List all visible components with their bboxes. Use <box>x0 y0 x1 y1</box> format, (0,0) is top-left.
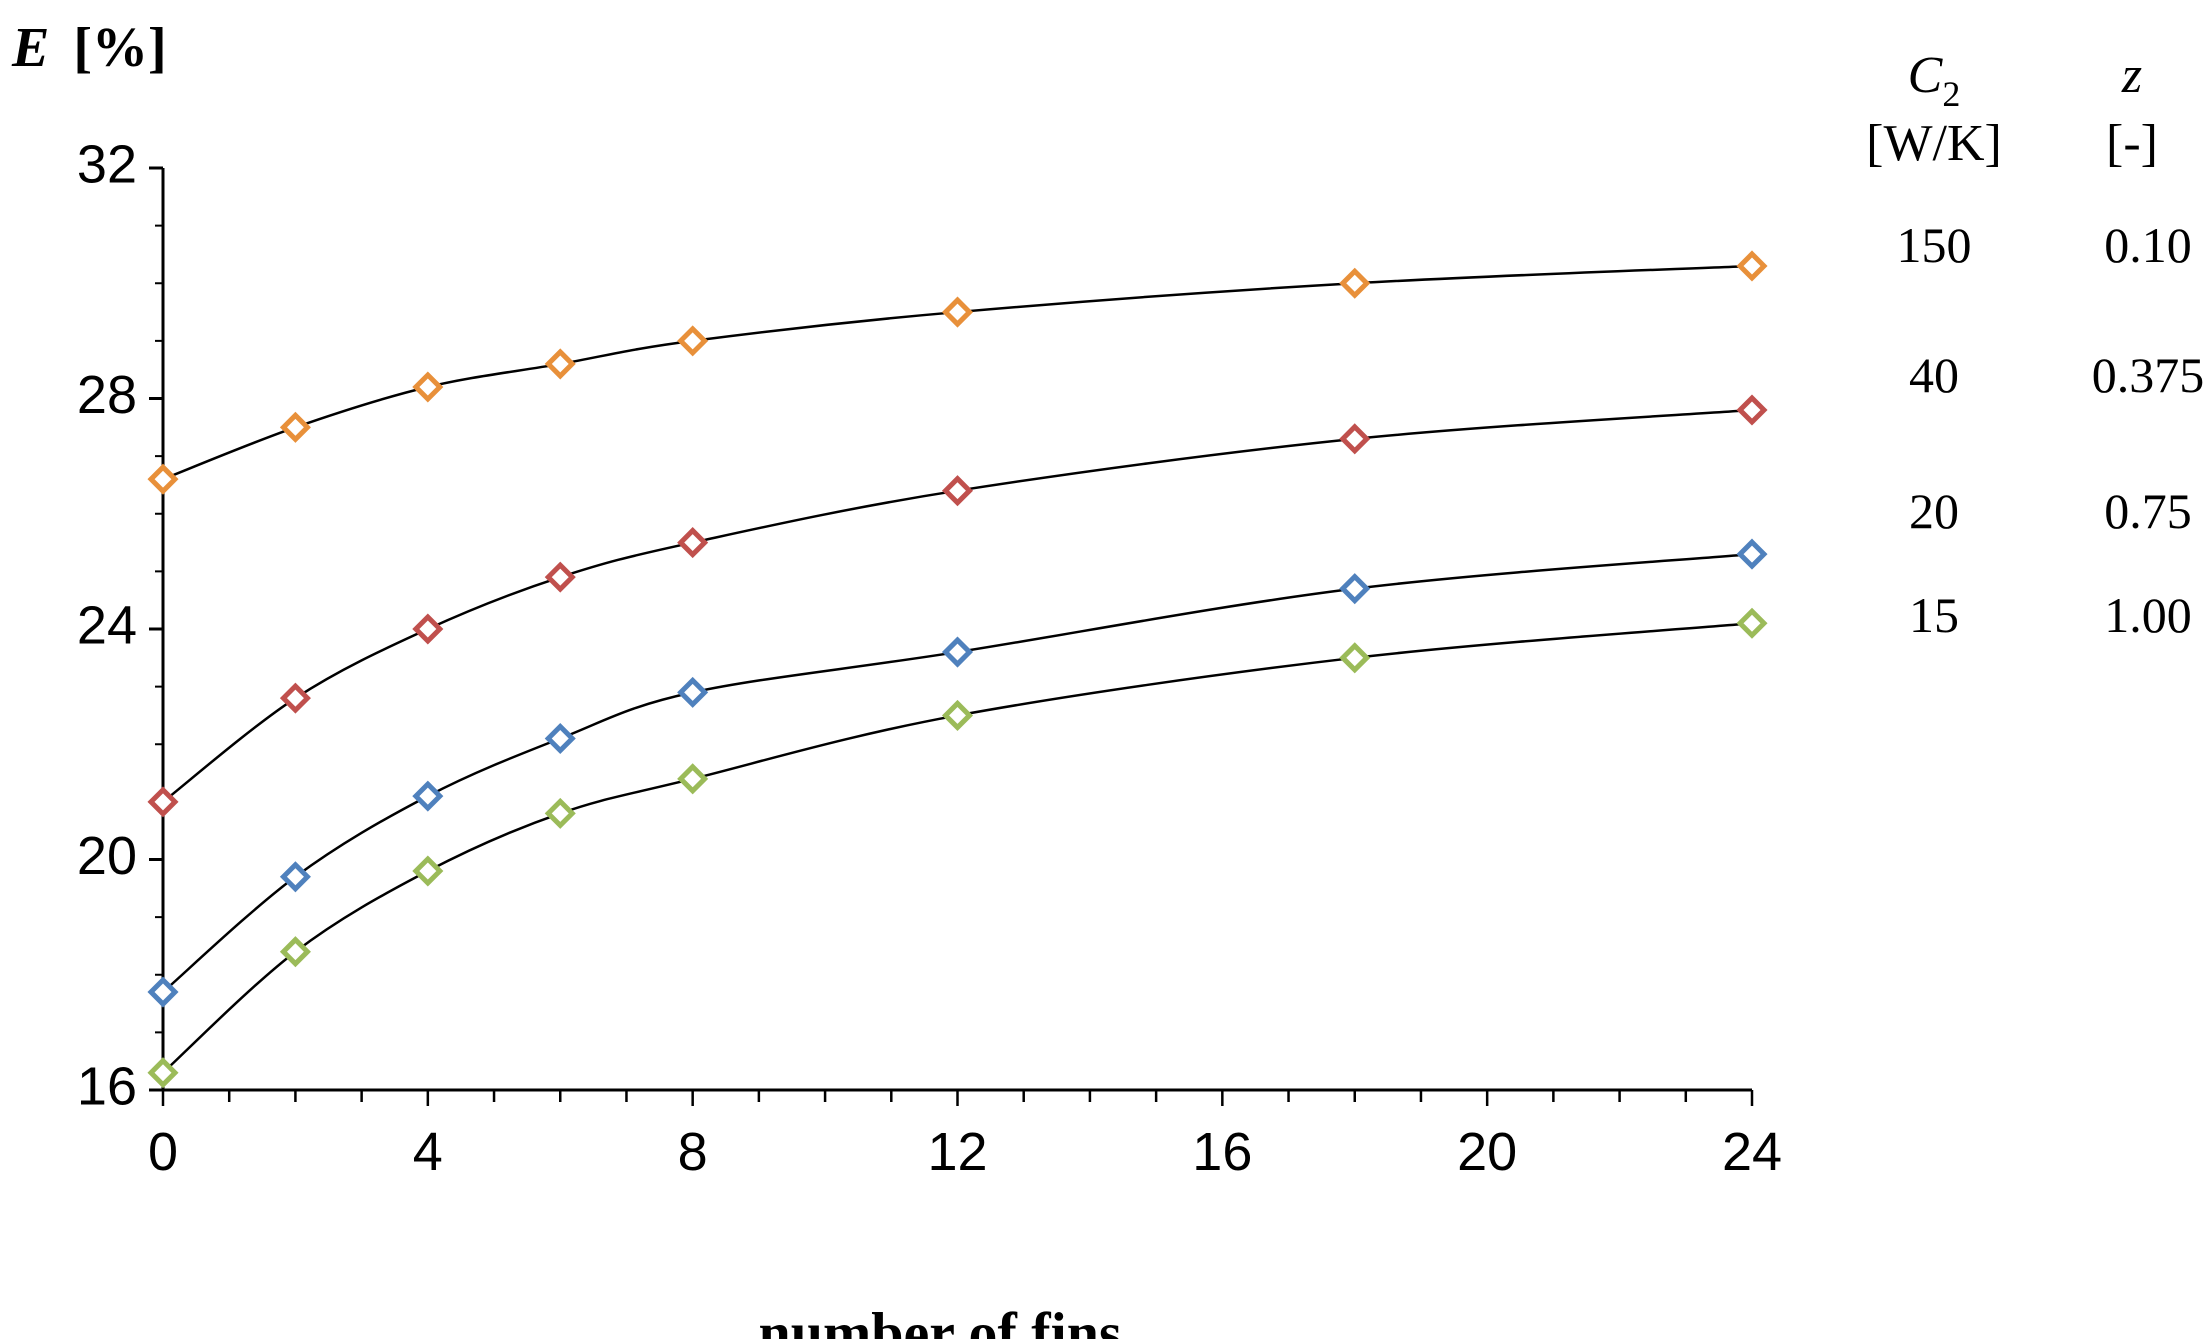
data-point-marker <box>1339 573 1371 605</box>
x-tick-label: 12 <box>927 1122 987 1182</box>
x-tick-label: 0 <box>148 1122 178 1182</box>
data-point-marker <box>1339 642 1371 674</box>
legend-col2-unit: [-] <box>2106 115 2158 172</box>
legend: C2 [W/K] z [-] 150 0.10 40 0.375 20 0.75 15 1.0… <box>1866 47 2204 643</box>
data-point-marker <box>412 855 444 887</box>
data-point-marker <box>279 411 311 443</box>
legend-rows: 150 0.10 40 0.375 20 0.75 15 1.00 <box>1897 217 2205 643</box>
data-point-marker <box>544 722 576 755</box>
data-point-marker <box>677 325 709 357</box>
data-point-marker <box>941 636 974 668</box>
data-point-marker <box>147 463 179 495</box>
data-point-marker <box>544 561 576 593</box>
data-point-marker <box>147 786 179 818</box>
y-tick-label: 32 <box>77 134 137 194</box>
legend-col1-unit: [W/K] <box>1866 115 2002 172</box>
data-point-marker <box>279 936 311 968</box>
data-point-marker <box>1736 538 1768 570</box>
data-point-marker <box>147 1057 179 1089</box>
data-point-marker <box>412 613 444 645</box>
legend-c2-value: 20 <box>1909 483 1959 539</box>
series-curves <box>162 264 1753 1074</box>
data-point-marker <box>279 861 311 893</box>
series-line-3 <box>162 621 1753 1074</box>
legend-col1-symbol: C <box>1908 47 1944 104</box>
y-axis-unit: [%] <box>73 17 166 79</box>
x-ticks: 0 4 8 12 16 20 24 <box>148 1090 1782 1182</box>
legend-c2-value: 15 <box>1909 587 1959 643</box>
series-markers <box>147 250 1768 1089</box>
data-point-marker <box>677 676 709 708</box>
data-point-marker <box>544 348 576 380</box>
data-point-marker <box>1339 423 1371 455</box>
x-tick-label: 16 <box>1192 1122 1252 1182</box>
data-point-marker <box>1736 250 1768 282</box>
x-axis-title: number of fins <box>758 1300 1121 1339</box>
y-tick-label: 24 <box>77 595 137 655</box>
series-line-0 <box>162 264 1753 481</box>
legend-z-value: 1.00 <box>2104 587 2192 643</box>
legend-z-value: 0.375 <box>2092 347 2205 403</box>
y-axis-title: E [%] <box>11 17 167 79</box>
y-ticks: 16 20 24 28 32 <box>77 134 163 1116</box>
legend-col1-subscript: 2 <box>1942 74 1960 114</box>
data-point-marker <box>941 699 974 731</box>
data-point-marker <box>279 682 311 714</box>
data-point-marker <box>1736 394 1768 426</box>
data-point-marker <box>147 976 179 1008</box>
series-line-2 <box>162 552 1753 993</box>
data-point-marker <box>544 797 576 829</box>
y-tick-label: 28 <box>77 365 137 425</box>
data-point-marker <box>941 475 974 507</box>
y-tick-label: 16 <box>77 1056 137 1116</box>
data-point-marker <box>677 527 709 559</box>
data-point-marker <box>1736 607 1768 639</box>
x-tick-label: 24 <box>1722 1122 1782 1182</box>
legend-col1-header: C2 <box>1908 47 1961 114</box>
series-line-1 <box>162 408 1753 803</box>
data-point-marker <box>677 763 709 795</box>
legend-z-value: 0.10 <box>2104 217 2192 273</box>
x-tick-label: 20 <box>1457 1122 1517 1182</box>
x-tick-label: 8 <box>678 1122 708 1182</box>
y-axis-symbol: E <box>11 17 49 79</box>
data-point-marker <box>941 296 974 328</box>
legend-col2-symbol: z <box>2121 47 2142 104</box>
legend-z-value: 0.75 <box>2104 483 2192 539</box>
data-point-marker <box>1339 267 1371 299</box>
y-tick-label: 20 <box>77 826 137 886</box>
legend-c2-value: 150 <box>1897 217 1972 273</box>
legend-c2-value: 40 <box>1909 347 1959 403</box>
data-point-marker <box>412 780 444 812</box>
data-point-marker <box>412 371 444 403</box>
x-tick-label: 4 <box>413 1122 443 1182</box>
